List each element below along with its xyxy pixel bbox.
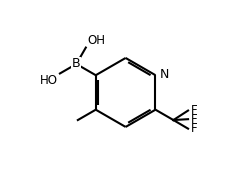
Text: F: F [191, 104, 197, 117]
Text: OH: OH [88, 34, 106, 47]
Text: HO: HO [40, 74, 58, 87]
Text: F: F [191, 113, 197, 126]
Text: B: B [72, 57, 81, 70]
Text: F: F [191, 122, 197, 135]
Text: N: N [159, 68, 169, 81]
